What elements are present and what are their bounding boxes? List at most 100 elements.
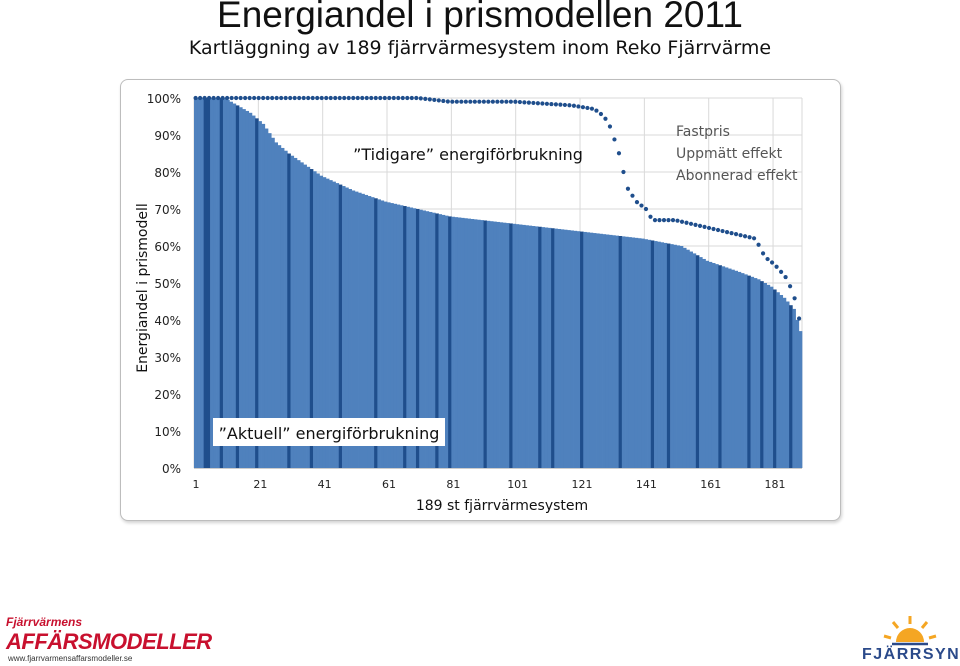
dotted-point (234, 96, 238, 100)
bar-system-177 (760, 281, 764, 468)
bar-system-107 (535, 226, 539, 468)
bar-system-183 (779, 295, 783, 468)
dotted-point (626, 187, 630, 191)
bar-system-134 (622, 236, 626, 468)
y-tick-label: 0% (162, 462, 181, 476)
dotted-point (594, 108, 598, 112)
dotted-point (441, 99, 445, 103)
dotted-point (644, 207, 648, 211)
bar-system-131 (612, 235, 616, 468)
bar-system-175 (754, 278, 758, 468)
dotted-point (252, 96, 256, 100)
bar-system-120 (577, 231, 581, 468)
legend-uppmatt: Uppmätt effekt (676, 146, 783, 162)
dotted-point (666, 218, 670, 222)
dotted-point (716, 228, 720, 232)
bar-system-146 (660, 242, 664, 468)
bar-system-108 (538, 227, 542, 468)
y-tick-label: 100% (147, 92, 181, 106)
bar-system-14 (236, 105, 240, 468)
y-tick-label: 30% (154, 351, 181, 365)
x-tick-label: 141 (636, 478, 657, 491)
dotted-point (405, 96, 409, 100)
bar-system-164 (718, 265, 722, 468)
dotted-point (585, 106, 589, 110)
dotted-point (590, 107, 594, 111)
annotation-previous: ”Tidigare” energiförbrukning (353, 145, 583, 164)
dotted-point (293, 96, 297, 100)
bar-system-135 (625, 237, 629, 468)
dotted-point (743, 234, 747, 238)
bar-system-160 (705, 261, 709, 468)
bar-system-103 (522, 225, 526, 468)
dotted-point (284, 96, 288, 100)
dotted-point (374, 96, 378, 100)
bar-system-161 (709, 262, 713, 468)
dotted-point (198, 96, 202, 100)
dotted-point (270, 96, 274, 100)
dotted-point (491, 100, 495, 104)
bar-system-79 (445, 216, 449, 468)
dotted-point (680, 220, 684, 224)
x-tick-label: 161 (700, 478, 721, 491)
dotted-point (522, 100, 526, 104)
dotted-point (486, 100, 490, 104)
dotted-point (306, 96, 310, 100)
dotted-point (392, 96, 396, 100)
bar-system-104 (525, 225, 529, 468)
bar-system-151 (677, 245, 681, 468)
dotted-point (225, 96, 229, 100)
bar-system-159 (702, 259, 706, 468)
x-tick-label: 61 (382, 478, 396, 491)
dotted-point (549, 102, 553, 106)
bar-system-170 (738, 272, 742, 468)
bar-system-171 (741, 273, 745, 468)
dotted-point (243, 96, 247, 100)
dotted-point (504, 100, 508, 104)
bar-system-97 (503, 223, 507, 468)
bar-system-15 (239, 107, 243, 468)
bar-system-176 (757, 279, 761, 468)
bar-system-145 (657, 242, 661, 468)
dotted-point (203, 96, 207, 100)
bar-system-136 (628, 237, 632, 468)
dotted-point (788, 284, 792, 288)
dotted-point (563, 103, 567, 107)
dotted-point (518, 100, 522, 104)
dotted-point (365, 96, 369, 100)
dotted-point (378, 96, 382, 100)
bar-system-16 (242, 109, 246, 468)
bar-system-169 (734, 271, 738, 468)
bar-system-13 (233, 104, 237, 468)
bar-system-156 (693, 253, 697, 468)
dotted-point (725, 230, 729, 234)
bar-system-126 (596, 233, 600, 468)
dotted-point (302, 96, 306, 100)
bar-system-85 (464, 218, 468, 468)
dotted-point (657, 218, 661, 222)
bar-system-181 (773, 289, 777, 468)
bar-system-132 (615, 236, 619, 468)
dotted-point (558, 103, 562, 107)
dotted-point (446, 99, 450, 103)
dotted-point (342, 96, 346, 100)
bar-system-138 (635, 238, 639, 468)
dotted-point (779, 270, 783, 274)
bar-system-86 (467, 219, 471, 468)
bar-system-124 (590, 233, 594, 468)
x-axis-label: 189 st fjärrvärmesystem (416, 498, 588, 514)
bar-system-3 (200, 98, 204, 468)
bar-system-115 (561, 229, 565, 468)
dotted-point (554, 102, 558, 106)
bar-system-98 (506, 223, 510, 468)
bar-system-101 (516, 224, 520, 468)
dotted-point (221, 96, 225, 100)
y-axis-ticks: 0%10%20%30%40%50%60%70%80%90%100% (147, 92, 181, 476)
dotted-point (747, 235, 751, 239)
bar-system-99 (509, 223, 513, 468)
affarsmodeller-logo: Fjärrvärmens AFFÄRSMODELLER www.fjarrvar… (6, 615, 196, 665)
bar-system-122 (583, 232, 587, 468)
y-tick-label: 60% (154, 240, 181, 254)
dotted-point (324, 96, 328, 100)
dotted-point (279, 96, 283, 100)
